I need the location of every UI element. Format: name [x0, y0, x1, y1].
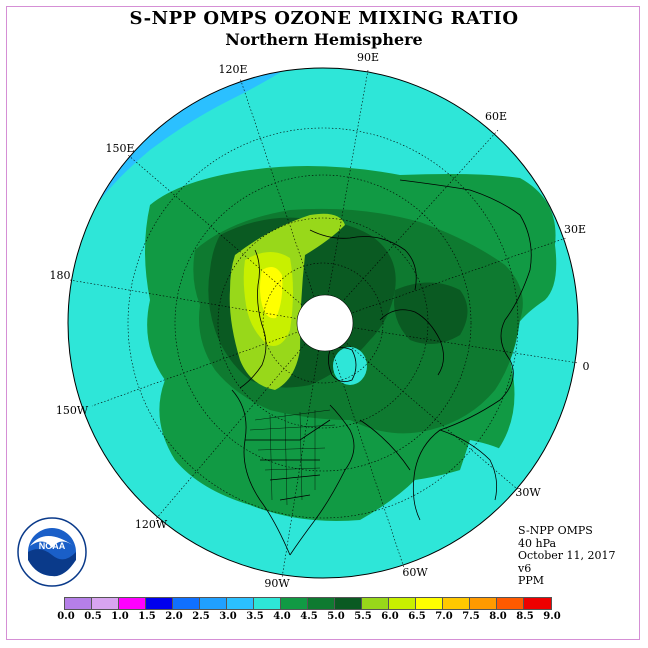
colorbar-tick-label: 7.5 — [462, 611, 480, 622]
colorbar-tick-label: 2.0 — [165, 611, 183, 622]
label-90e: 90E — [357, 51, 379, 64]
colorbar-swatch — [497, 598, 524, 609]
colorbar-tick-label: 8.0 — [489, 611, 507, 622]
field-band-3-5-edge — [545, 295, 578, 330]
info-level: 40 hPa — [518, 536, 557, 550]
colorbar-tick-label: 5.5 — [354, 611, 372, 622]
colorbar-tick-label: 6.0 — [381, 611, 399, 622]
colorbar-swatch — [146, 598, 173, 609]
info-version: v6 — [518, 561, 532, 575]
colorbar-tick-label: 9.0 — [543, 611, 561, 622]
colorbar-swatch — [524, 598, 551, 609]
colorbar-tick-label: 0.5 — [84, 611, 102, 622]
label-90w: 90W — [264, 577, 290, 590]
colorbar-ticks: 0.0 0.5 1.0 1.5 2.0 2.5 3.0 3.5 4.0 4.5 5.0 5.5 6.0 6… — [50, 611, 610, 625]
colorbar-swatch — [65, 598, 92, 609]
label-60e: 60E — [485, 110, 507, 123]
label-120e: 120E — [218, 63, 247, 76]
colorbar-tick-label: 3.0 — [219, 611, 237, 622]
label-60w: 60W — [402, 566, 428, 579]
info-panel: S-NPP OMPS 40 hPa October 11, 2017 v6 PP… — [518, 524, 616, 588]
colorbar-swatch — [173, 598, 200, 609]
info-date: October 11, 2017 — [518, 549, 616, 562]
pole-missing-data — [296, 294, 354, 352]
figure-frame — [6, 6, 640, 640]
colorbar-tick-label: 2.5 — [192, 611, 210, 622]
colorbar-swatch — [92, 598, 119, 609]
label-0: 0 — [583, 360, 590, 373]
field-band-6-5 — [260, 266, 283, 319]
logo-text: NOAA — [39, 541, 66, 551]
colorbar-swatch — [119, 598, 146, 609]
colorbar-tick-label: 4.5 — [300, 611, 318, 622]
colorbar-tick-label: 1.5 — [138, 611, 156, 622]
graticule — [69, 69, 579, 579]
colorbar-tick-label: 7.0 — [435, 611, 453, 622]
colorbar-swatch — [470, 598, 497, 609]
info-instrument: S-NPP OMPS — [518, 524, 593, 537]
label-30e: 30E — [564, 223, 586, 236]
colorbar-swatch — [416, 598, 443, 609]
map-title: S-NPP OMPS OZONE MIXING RATIO — [129, 8, 519, 29]
label-180: 180 — [50, 269, 71, 282]
colorbar-tick-label: 6.5 — [408, 611, 426, 622]
colorbar-swatch — [335, 598, 362, 609]
political-borders — [249, 409, 336, 506]
label-150e: 150E — [105, 142, 134, 155]
label-30w: 30W — [515, 486, 541, 499]
colorbar-tick-label: 3.5 — [246, 611, 264, 622]
field-band-3-5-pocket — [333, 347, 367, 385]
label-120w: 120W — [135, 518, 168, 531]
field-band-3-5-east — [410, 440, 520, 560]
noaa-logo: NOAA — [17, 517, 87, 587]
info-units: PPM — [518, 574, 545, 587]
coastlines — [231, 179, 532, 556]
colorbar-swatch — [227, 598, 254, 609]
colorbar-swatch — [362, 598, 389, 609]
colorbar-swatch — [254, 598, 281, 609]
map-subtitle: Northern Hemisphere — [225, 30, 423, 49]
colorbar-swatch — [281, 598, 308, 609]
field-band-5-0-east — [394, 282, 468, 344]
colorbar-tick-label: 8.5 — [516, 611, 534, 622]
colorbar-tick-label: 4.0 — [273, 611, 291, 622]
colorbar-tick-label: 0.0 — [57, 611, 75, 622]
colorbar-swatch — [389, 598, 416, 609]
colorbar-swatch — [443, 598, 470, 609]
colorbar-swatch — [308, 598, 335, 609]
colorbar-tick-label: 5.0 — [327, 611, 345, 622]
colorbar-tick-label: 1.0 — [111, 611, 129, 622]
colorbar-swatch — [200, 598, 227, 609]
map-boundary — [67, 67, 579, 579]
label-150w: 150W — [56, 404, 89, 417]
colorbar — [64, 597, 552, 610]
